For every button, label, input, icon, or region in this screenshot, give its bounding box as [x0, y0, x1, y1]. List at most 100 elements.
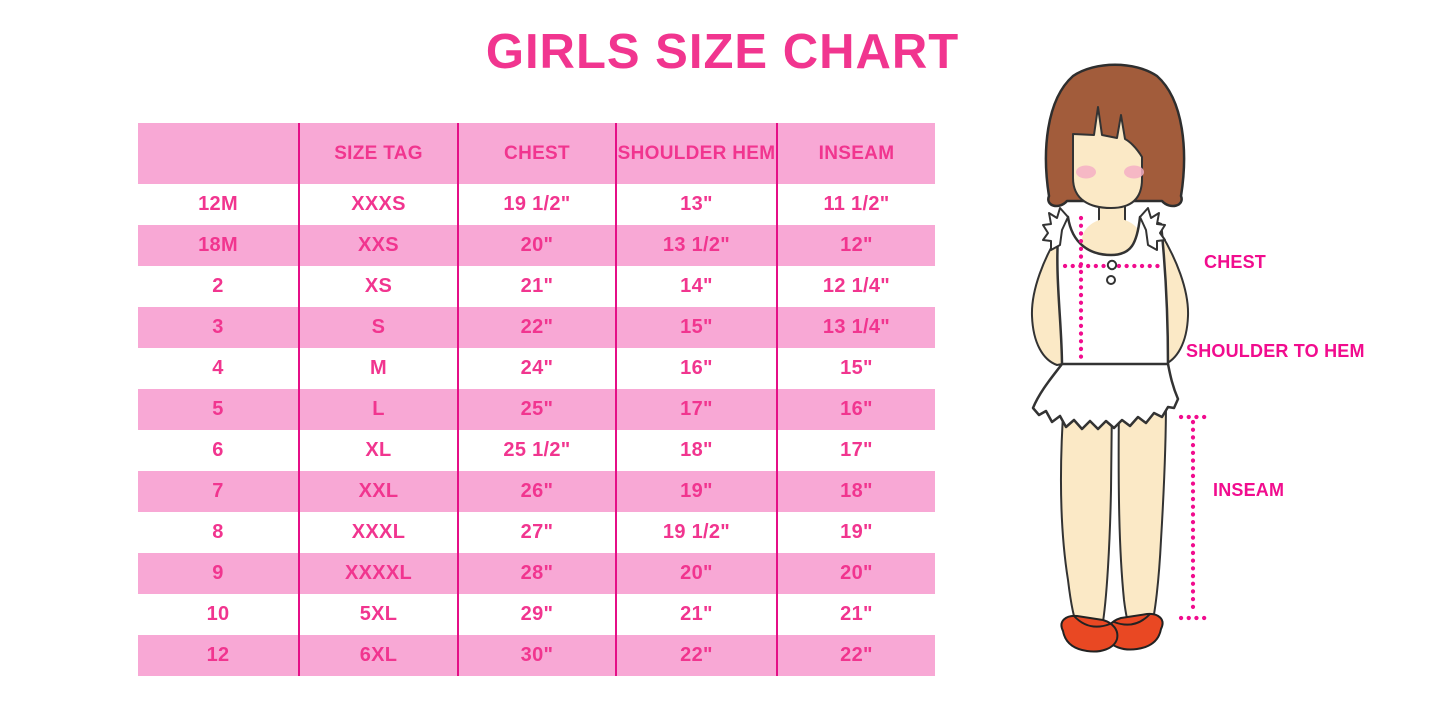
table-row: 12 6XL 30" 22" 22" [138, 635, 935, 676]
table-cell: 18" [615, 430, 776, 471]
table-row: 12M XXXS 19 1/2" 13" 11 1/2" [138, 184, 935, 225]
dress-button-top [1106, 259, 1118, 271]
table-cell: 5XL [298, 594, 457, 635]
table-cell: 21" [457, 266, 615, 307]
table-cell: XXS [298, 225, 457, 266]
table-cell: 19 1/2" [615, 512, 776, 553]
dress-button-bottom [1106, 275, 1116, 285]
table-cell: 12 1/4" [776, 266, 935, 307]
table-cell: 2 [212, 275, 224, 297]
table-cell: XXXXL [298, 553, 457, 594]
table-cell: 22" [615, 635, 776, 676]
table-cell: 10 [206, 603, 230, 625]
table-cell: 13 1/4" [776, 307, 935, 348]
left-blush [1076, 165, 1096, 179]
col-header-size-tag: SIZE TAG [298, 123, 457, 184]
table-cell: L [298, 389, 457, 430]
table-cell: 5 [212, 398, 224, 420]
table-cell: 16" [776, 389, 935, 430]
table-cell: 26" [457, 471, 615, 512]
table-cell: 21" [776, 594, 935, 635]
table-row: 5 L 25" 17" 16" [138, 389, 935, 430]
table-cell: XXL [298, 471, 457, 512]
table-cell: 12M [198, 193, 238, 215]
table-cell: 19 1/2" [457, 184, 615, 225]
table-row: 8 XXXL 27" 19 1/2" 19" [138, 512, 935, 553]
table-cell: 16" [615, 348, 776, 389]
table-row: 4 M 24" 16" 15" [138, 348, 935, 389]
col-header-chest: CHEST [457, 123, 615, 184]
table-cell: XL [298, 430, 457, 471]
table-cell: 13 1/2" [615, 225, 776, 266]
table-cell: 18" [776, 471, 935, 512]
chest-measure-label: CHEST [1204, 252, 1267, 272]
table-cell: 19" [776, 512, 935, 553]
table-cell: 24" [457, 348, 615, 389]
right-blush [1124, 165, 1144, 179]
left-shoe [1060, 614, 1119, 653]
size-chart-table: SIZE TAG CHEST SHOULDER HEM INSEAM 12M XX… [138, 123, 935, 676]
table-cell: 19" [615, 471, 776, 512]
right-leg [1117, 399, 1167, 629]
girl-figure-svg [1030, 63, 1208, 653]
table-cell: 15" [776, 348, 935, 389]
table-cell: 17" [776, 430, 935, 471]
table-cell: 12" [776, 225, 935, 266]
dress-bodice [1056, 215, 1170, 368]
table-cell: 6XL [298, 635, 457, 676]
table-cell: 15" [615, 307, 776, 348]
table-cell: 21" [615, 594, 776, 635]
table-cell: 29" [457, 594, 615, 635]
left-shoe-strap [1073, 615, 1111, 628]
skirt [1031, 362, 1180, 431]
table-cell: 17" [615, 389, 776, 430]
table-cell: 4 [212, 357, 224, 379]
table-cell: 9 [212, 562, 224, 584]
table-cell: 7 [212, 480, 224, 502]
table-cell: 13" [615, 184, 776, 225]
table-cell: XS [298, 266, 457, 307]
table-cell: M [298, 348, 457, 389]
table-cell: 14" [615, 266, 776, 307]
table-cell: 22" [776, 635, 935, 676]
table-row: 6 XL 25 1/2" 18" 17" [138, 430, 935, 471]
table-row: 10 5XL 29" 21" 21" [138, 594, 935, 635]
table-cell: XXXL [298, 512, 457, 553]
col-header-size [138, 123, 298, 184]
table-row: 9 XXXXL 28" 20" 20" [138, 553, 935, 594]
table-cell: 25" [457, 389, 615, 430]
table-cell: 25 1/2" [457, 430, 615, 471]
page-title: GIRLS SIZE CHART [485, 25, 960, 79]
table-cell: 6 [212, 439, 224, 461]
table-row: 3 S 22" 15" 13 1/4" [138, 307, 935, 348]
table-cell: 18M [198, 234, 238, 256]
table-cell: 27" [457, 512, 615, 553]
table-row: 7 XXL 26" 19" 18" [138, 471, 935, 512]
shoulder-to-hem-measure-label: SHOULDER TO HEM [1186, 341, 1365, 361]
col-header-inseam: INSEAM [776, 123, 935, 184]
table-cell: S [298, 307, 457, 348]
table-cell: 28" [457, 553, 615, 594]
table-header-row: SIZE TAG CHEST SHOULDER HEM INSEAM [138, 123, 935, 184]
table-cell: 3 [212, 316, 224, 338]
table-cell: 20" [615, 553, 776, 594]
right-shoe-strap [1113, 613, 1151, 626]
table-cell: 22" [457, 307, 615, 348]
table-cell: 20" [776, 553, 935, 594]
face [1072, 106, 1143, 209]
table-cell: 11 1/2" [776, 184, 935, 225]
left-shoulder-ruffle [1042, 207, 1069, 251]
table-row: 18M XXS 20" 13 1/2" 12" [138, 225, 935, 266]
table-cell: 30" [457, 635, 615, 676]
col-header-shoulder-hem: SHOULDER HEM [615, 123, 776, 184]
right-shoulder-ruffle [1139, 207, 1166, 251]
table-body: 12M XXXS 19 1/2" 13" 11 1/2" 18M XXS 20" 13 1/2"… [138, 184, 935, 676]
table-cell: 8 [212, 521, 224, 543]
girl-figure-illustration [1015, 60, 1215, 660]
table-cell: XXXS [298, 184, 457, 225]
table-cell: 12 [206, 644, 230, 666]
table-row: 2 XS 21" 14" 12 1/4" [138, 266, 935, 307]
inseam-measure-label: INSEAM [1213, 480, 1285, 500]
left-leg [1059, 399, 1113, 629]
table-cell: 20" [457, 225, 615, 266]
